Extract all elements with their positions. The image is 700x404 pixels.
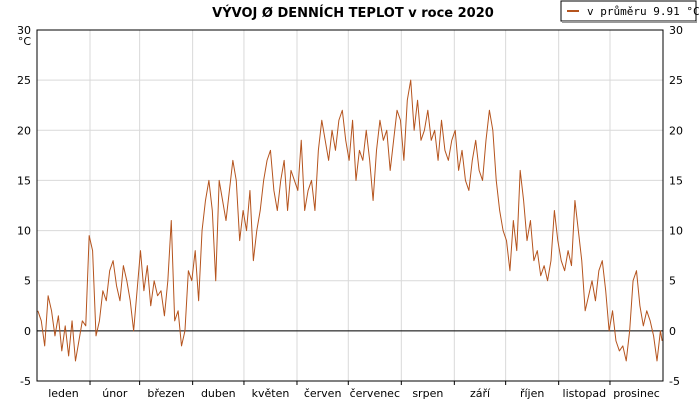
x-tick-label: leden <box>48 387 79 400</box>
legend: v průměru 9.91 °C <box>560 0 700 23</box>
x-tick-label: březen <box>147 387 185 400</box>
x-tick-label: září <box>470 387 491 400</box>
legend-label: v průměru 9.91 °C <box>587 5 700 18</box>
y-tick-label-right: 15 <box>669 174 683 187</box>
grid <box>37 30 663 381</box>
y-tick-label-left: 0 <box>24 325 31 338</box>
y-tick-label-left: 20 <box>17 124 31 137</box>
y-tick-label-right: -5 <box>669 375 680 388</box>
y-tick-label-right: 0 <box>669 325 676 338</box>
y-tick-label-right: 5 <box>669 275 676 288</box>
y-tick-label-left: 30 <box>17 24 31 37</box>
y-tick-label-right: 10 <box>669 225 683 238</box>
y-tick-label-left: 15 <box>17 174 31 187</box>
y-tick-label-left: 10 <box>17 225 31 238</box>
x-tick-label: listopad <box>563 387 607 400</box>
x-tick-label: duben <box>201 387 236 400</box>
x-tick-label: říjen <box>520 387 544 400</box>
x-tick-label: červenec <box>350 387 400 400</box>
y-tick-label-left: 25 <box>17 74 31 87</box>
plot-frame <box>36 29 664 382</box>
y-tick-label-right: 20 <box>669 124 683 137</box>
series-layer <box>37 79 663 362</box>
y-tick-label-right: 30 <box>669 24 683 37</box>
y-tick-label-left: -5 <box>20 375 31 388</box>
y-unit-label: °C <box>18 35 32 48</box>
x-tick-label: srpen <box>412 387 443 400</box>
x-tick-label: únor <box>102 387 128 400</box>
x-tick-label: květen <box>252 387 290 400</box>
x-tick-label: červen <box>304 387 342 400</box>
legend-box-shadow <box>562 21 697 23</box>
y-tick-label-left: 5 <box>24 275 31 288</box>
y-tick-label-right: 25 <box>669 74 683 87</box>
chart-title: VÝVOJ Ø DENNÍCH TEPLOT v roce 2020 <box>212 5 494 21</box>
series-line <box>37 79 663 362</box>
x-tick-label: prosinec <box>613 387 660 400</box>
